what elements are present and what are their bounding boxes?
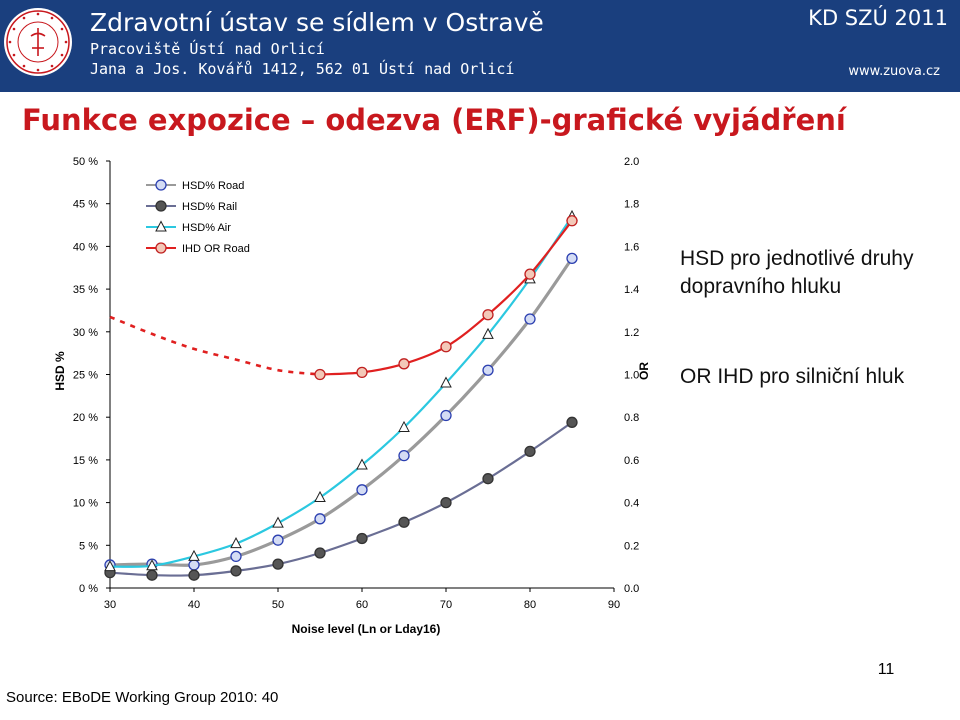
data-point bbox=[566, 252, 578, 265]
data-point bbox=[356, 532, 368, 545]
y2-tick-label: 1.6 bbox=[624, 241, 639, 253]
data-point bbox=[146, 559, 158, 571]
data-point bbox=[524, 268, 536, 280]
y2-tick-label: 1.8 bbox=[624, 199, 639, 211]
slide-title: Funkce expozice – odezva (ERF)-grafické … bbox=[22, 103, 846, 137]
source-citation: Source: EBoDE Working Group 2010: 40 bbox=[6, 689, 279, 706]
data-point bbox=[146, 569, 158, 581]
data-point bbox=[524, 313, 536, 325]
y2-tick-label: 0.0 bbox=[624, 583, 639, 595]
data-point bbox=[230, 537, 242, 549]
chart-area: 0 % 0.0 5 % 0.2 10 % 0.4 15 % 0.6 20 % 0.8 25 % 1.0… bbox=[48, 146, 660, 638]
legend-label: HSD% Rail bbox=[182, 201, 237, 213]
data-point bbox=[356, 484, 368, 496]
chart-legend: HSD% Road HSD% Rail HSD% Air IHD OR Road bbox=[146, 179, 250, 255]
data-point bbox=[230, 565, 242, 577]
y-axis-title: HSD % bbox=[53, 351, 67, 391]
y2-axis-title: OR bbox=[637, 362, 651, 380]
data-point bbox=[482, 309, 494, 321]
address-line-2: Jana a Jos. Kovářů 1412, 562 01 Ústí nad… bbox=[90, 60, 515, 78]
header-bar: Zdravotní ústav se sídlem v Ostravě Prac… bbox=[0, 0, 960, 92]
y-tick-label: 5 % bbox=[79, 540, 98, 552]
y2-tick-label: 0.8 bbox=[624, 412, 639, 424]
y2-tick-label: 1.4 bbox=[624, 284, 639, 296]
y-tick-label: 15 % bbox=[73, 455, 98, 467]
data-point bbox=[440, 496, 452, 509]
institute-seal-icon bbox=[4, 8, 72, 76]
erf-chart: 0 % 0.0 5 % 0.2 10 % 0.4 15 % 0.6 20 % 0.8 25 % 1.0… bbox=[48, 146, 660, 638]
data-point bbox=[188, 559, 200, 571]
y2-tick-label: 1.0 bbox=[624, 370, 639, 382]
note-or-ihd-road: OR IHD pro silniční hluk bbox=[680, 365, 905, 388]
data-point bbox=[356, 366, 368, 379]
legend-label: HSD% Road bbox=[182, 180, 244, 192]
x-tick-label: 70 bbox=[440, 599, 452, 611]
data-point bbox=[230, 550, 242, 563]
data-point bbox=[272, 534, 284, 546]
data-point bbox=[566, 416, 578, 428]
x-tick-label: 30 bbox=[104, 599, 116, 611]
data-point bbox=[314, 513, 326, 525]
legend-marker bbox=[155, 200, 167, 212]
y2-tick-label: 0.6 bbox=[624, 455, 639, 467]
legend-marker bbox=[155, 242, 167, 254]
data-point bbox=[398, 449, 410, 462]
y2-tick-label: 1.2 bbox=[624, 327, 639, 339]
data-point bbox=[398, 358, 410, 370]
y-tick-label: 35 % bbox=[73, 284, 98, 296]
data-point bbox=[440, 409, 452, 422]
y2-tick-label: 0.4 bbox=[624, 498, 639, 510]
data-point bbox=[314, 490, 326, 502]
institution-name: Zdravotní ústav se sídlem v Ostravě bbox=[90, 8, 544, 37]
y-tick-label: 0 % bbox=[79, 583, 98, 595]
data-point bbox=[272, 516, 284, 528]
data-point bbox=[440, 376, 452, 388]
data-point bbox=[356, 458, 368, 470]
y-tick-label: 40 % bbox=[73, 241, 98, 253]
data-point bbox=[104, 560, 116, 572]
data-point bbox=[314, 368, 326, 381]
data-point bbox=[398, 420, 410, 432]
data-point bbox=[188, 549, 200, 561]
y-tick-label: 10 % bbox=[73, 498, 98, 510]
x-tick-label: 80 bbox=[524, 599, 536, 611]
address-line-1: Pracoviště Ústí nad Orlicí bbox=[90, 40, 325, 58]
y-tick-label: 45 % bbox=[73, 199, 98, 211]
x-tick-label: 50 bbox=[272, 599, 284, 611]
legend-label: IHD OR Road bbox=[182, 243, 250, 255]
y-tick-label: 50 % bbox=[73, 156, 98, 168]
page-number: 11 bbox=[877, 661, 895, 678]
x-tick-label: 90 bbox=[608, 599, 620, 611]
event-label: KD SZÚ 2011 bbox=[808, 6, 948, 30]
y2-tick-label: 2.0 bbox=[624, 156, 639, 168]
data-point bbox=[566, 215, 578, 227]
data-point bbox=[482, 364, 494, 376]
data-point bbox=[272, 558, 284, 570]
legend-marker bbox=[155, 179, 167, 191]
x-tick-label: 60 bbox=[356, 599, 368, 611]
legend-label: HSD% Air bbox=[182, 222, 231, 234]
data-point bbox=[314, 547, 326, 559]
data-point bbox=[524, 445, 536, 458]
data-point bbox=[482, 473, 494, 485]
x-tick-label: 40 bbox=[188, 599, 200, 611]
series-line-dashed bbox=[109, 315, 321, 376]
y2-tick-label: 0.2 bbox=[624, 540, 639, 552]
note-hsd-by-traffic: HSD pro jednotlivé druhy dopravního hluk… bbox=[680, 247, 914, 298]
legend-marker bbox=[155, 220, 167, 232]
y-tick-label: 25 % bbox=[73, 370, 98, 382]
x-axis-title: Noise level (Ln or Lday16) bbox=[292, 622, 441, 636]
data-point bbox=[188, 569, 200, 581]
y-tick-label: 30 % bbox=[73, 327, 98, 339]
y-tick-label: 20 % bbox=[73, 412, 98, 424]
data-point bbox=[482, 327, 494, 339]
data-point bbox=[398, 516, 410, 528]
data-point bbox=[440, 341, 452, 353]
website-link[interactable]: www.zuova.cz bbox=[848, 64, 940, 79]
